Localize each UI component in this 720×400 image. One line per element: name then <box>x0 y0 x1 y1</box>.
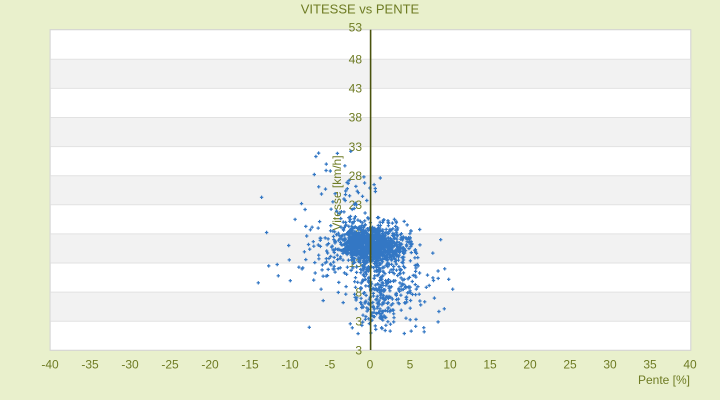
svg-text:VITESSE vs PENTE: VITESSE vs PENTE <box>301 2 420 17</box>
svg-text:40: 40 <box>683 357 697 371</box>
svg-text:8: 8 <box>355 285 362 299</box>
svg-text:-20: -20 <box>201 357 219 371</box>
svg-text:3: 3 <box>355 314 362 328</box>
svg-text:43: 43 <box>349 82 363 96</box>
svg-text:-30: -30 <box>121 357 139 371</box>
svg-text:35: 35 <box>643 357 657 371</box>
svg-text:33: 33 <box>349 140 363 154</box>
svg-text:3: 3 <box>355 343 362 357</box>
svg-text:53: 53 <box>349 20 363 34</box>
svg-text:0: 0 <box>367 357 374 371</box>
svg-text:10: 10 <box>443 357 457 371</box>
svg-text:-35: -35 <box>81 357 99 371</box>
svg-text:5: 5 <box>407 357 414 371</box>
svg-text:Pente [%]: Pente [%] <box>638 373 690 387</box>
svg-text:-15: -15 <box>241 357 259 371</box>
svg-text:Vitesse [km/h]: Vitesse [km/h] <box>330 155 344 230</box>
svg-text:28: 28 <box>349 169 363 183</box>
svg-text:-40: -40 <box>41 357 59 371</box>
svg-text:38: 38 <box>349 111 363 125</box>
svg-text:-10: -10 <box>281 357 299 371</box>
svg-text:48: 48 <box>349 53 363 67</box>
svg-text:15: 15 <box>483 357 497 371</box>
svg-text:30: 30 <box>603 357 617 371</box>
svg-text:25: 25 <box>563 357 577 371</box>
svg-text:-25: -25 <box>161 357 179 371</box>
svg-text:20: 20 <box>523 357 537 371</box>
svg-text:-5: -5 <box>325 357 336 371</box>
